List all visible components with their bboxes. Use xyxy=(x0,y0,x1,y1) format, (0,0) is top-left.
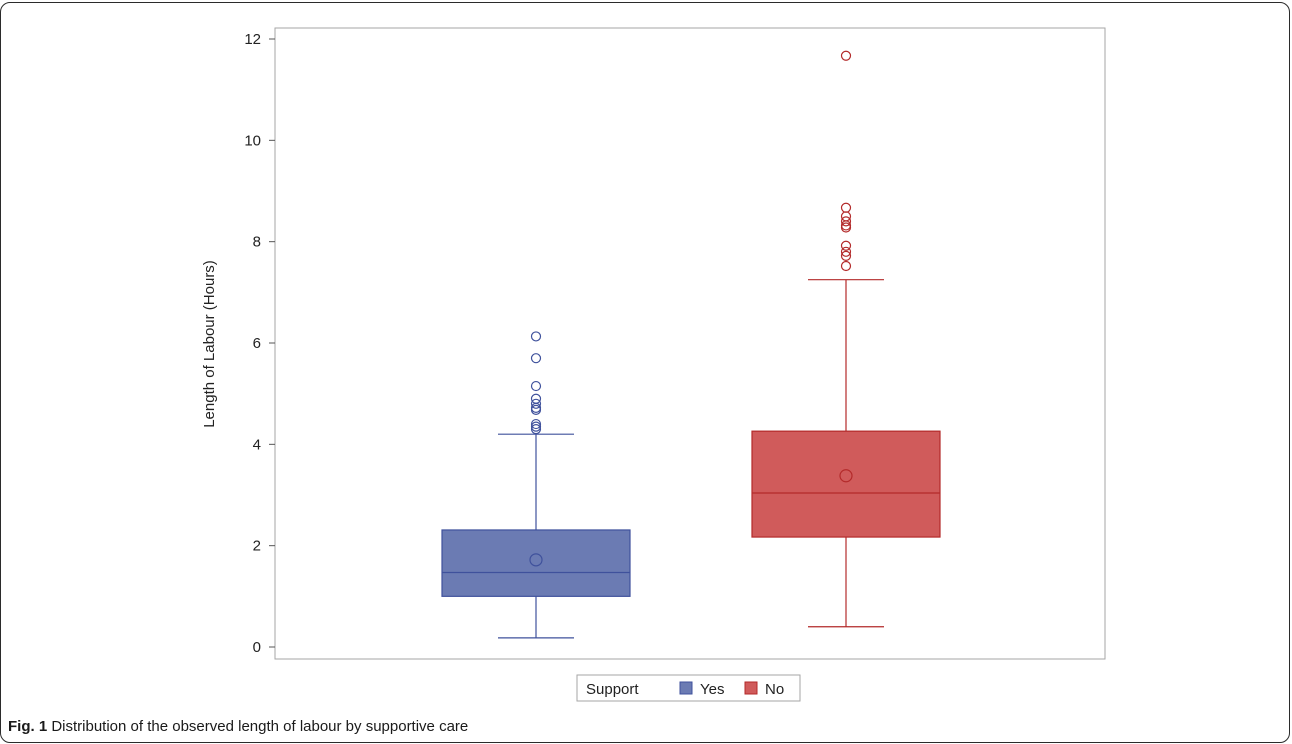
mean-marker xyxy=(839,469,853,483)
legend-border xyxy=(576,674,801,702)
outlier-point xyxy=(530,421,542,432)
caption-label: Fig. 1 xyxy=(8,718,48,735)
outlier-point xyxy=(530,418,542,430)
y-tick-label: 12 xyxy=(244,31,261,48)
outlier-point xyxy=(840,50,852,61)
iqr-box xyxy=(751,430,941,538)
outlier-point xyxy=(840,250,852,261)
y-axis-label: Length of Labour (Hours) xyxy=(201,260,218,428)
y-tick-label: 0 xyxy=(253,639,261,656)
y-axis: 0 2 4 6 8 10 12 xyxy=(244,31,275,656)
y-tick-label: 4 xyxy=(253,436,261,453)
figure-caption: Fig. 1 Distribution of the observed leng… xyxy=(8,718,468,735)
boxes xyxy=(441,50,941,639)
y-tick-label: 2 xyxy=(253,538,261,555)
outlier-point xyxy=(530,353,542,364)
outlier-point xyxy=(840,240,852,251)
plot-area xyxy=(274,27,1106,660)
legend-swatch-no xyxy=(744,681,758,695)
legend: Support Yes No xyxy=(576,674,801,702)
legend-entry-no: No xyxy=(765,681,784,698)
outlier-point xyxy=(530,380,542,392)
legend-entry-yes: Yes xyxy=(700,681,724,698)
legend-title: Support xyxy=(586,681,639,698)
y-tick-label: 6 xyxy=(253,335,261,352)
y-tick-label: 8 xyxy=(253,234,261,251)
y-tick-label: 10 xyxy=(244,132,261,149)
outlier-point xyxy=(530,398,542,409)
outlier-point xyxy=(530,331,542,342)
boxplot-chart: 0 2 4 6 8 10 12 Length of Labour (Hours) Suppo… xyxy=(201,27,1106,702)
outlier-point xyxy=(840,246,852,257)
outlier-point xyxy=(840,260,852,272)
box-yes xyxy=(441,331,631,639)
legend-swatch-yes xyxy=(679,681,693,695)
mean-marker xyxy=(529,553,543,567)
box-no xyxy=(751,50,941,628)
outlier-point xyxy=(840,202,852,213)
iqr-box xyxy=(441,529,631,597)
outlier-point xyxy=(530,424,542,435)
outlier-point xyxy=(840,216,852,227)
caption-text: Distribution of the observed length of l… xyxy=(47,718,469,735)
outlier-point xyxy=(530,393,542,404)
